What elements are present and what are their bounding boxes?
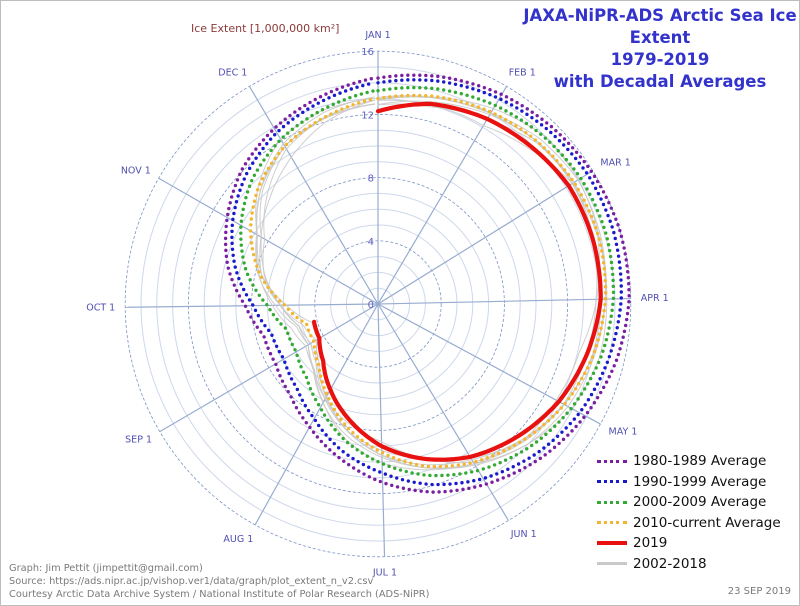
month-label: JUL 1	[372, 568, 397, 579]
month-labels: JAN 1 FEB 1 MAR 1 APR 1 MAY 1 JUN 1 JUL 1 AUG 1…	[86, 30, 668, 579]
spoke-feb-1	[377, 86, 508, 305]
spoke-may-1	[377, 303, 601, 425]
series-line-2002-2018-year	[255, 95, 608, 471]
legend: 1980-1989 Average 1990-1999 Average 2000-2…	[597, 451, 797, 574]
series-2010-current-average	[248, 93, 608, 469]
title-line-1: JAXA-NiPR-ADS Arctic Sea Ice Extent	[523, 6, 797, 47]
legend-label: 2002-2018	[633, 555, 707, 572]
legend-item: 2000-2009 Average	[597, 492, 797, 513]
month-label: OCT 1	[86, 302, 115, 313]
radial-axis-title: Ice Extent [1,000,000 km²]	[191, 22, 340, 35]
legend-label: 1980-1989 Average	[633, 453, 767, 470]
legend-item: 2002-2018	[597, 554, 797, 575]
legend-item: 1990-1999 Average	[597, 472, 797, 493]
series-line-2002-2018-year	[255, 95, 607, 469]
month-label: DEC 1	[218, 68, 247, 79]
credit-source: Source: https://ads.nipr.ac.jp/vishop.ve…	[9, 576, 374, 587]
legend-swatch	[597, 521, 627, 525]
chart-title: JAXA-NiPR-ADS Arctic Sea Ice Extent 1979…	[521, 5, 799, 93]
spoke-apr-1	[377, 297, 631, 305]
month-label: SEP 1	[125, 435, 152, 446]
series-line	[230, 78, 623, 487]
spoke-dec-1	[248, 86, 379, 305]
date-stamp: 23 SEP 2019	[727, 586, 791, 597]
credit-author: Graph: Jim Pettit (jimpettit@gmail.com)	[9, 563, 203, 574]
radial-tick-labels: 0 4 8 12 16	[361, 47, 374, 311]
major-ring	[124, 50, 632, 558]
month-label: AUG 1	[223, 534, 253, 545]
legend-label: 2010-current Average	[633, 514, 781, 531]
series-1990-1999-average	[230, 78, 623, 487]
radial-tick-label: 8	[368, 174, 374, 185]
radial-tick-label: 16	[361, 47, 374, 58]
series-line	[248, 93, 608, 469]
legend-item: 2019	[597, 533, 797, 554]
legend-swatch	[597, 459, 627, 463]
legend-swatch	[597, 480, 627, 484]
title-line-2: 1979-2019	[610, 50, 710, 69]
major-ring	[187, 113, 569, 495]
legend-swatch	[597, 500, 627, 504]
radial-tick-label: 4	[368, 237, 374, 248]
month-label: JUN 1	[510, 529, 537, 540]
spoke-nov-1	[158, 177, 379, 305]
spoke-jul-1	[377, 303, 386, 557]
series-line-2002-2018-year	[256, 96, 607, 469]
series-2019	[312, 101, 603, 462]
spoke-sep-1	[159, 303, 379, 433]
series-line	[223, 73, 631, 494]
title-line-3: with Decadal Averages	[553, 72, 767, 91]
radial-tick-label: 0	[368, 300, 374, 311]
radial-tick-label: 12	[361, 110, 374, 121]
series-2002-2018	[255, 95, 608, 471]
series-line-2019	[312, 101, 603, 462]
spoke-mar-1	[377, 170, 594, 305]
month-label: MAY 1	[609, 427, 638, 438]
month-label: MAR 1	[600, 157, 630, 168]
series-layer	[223, 73, 631, 494]
legend-swatch	[597, 562, 627, 566]
month-label: APR 1	[641, 293, 669, 304]
legend-label: 1990-1999 Average	[633, 473, 767, 490]
series-line-2002-2018-year	[262, 103, 598, 461]
credits: Graph: Jim Pettit (jimpettit@gmail.com) …	[9, 562, 429, 601]
legend-label: 2000-2009 Average	[633, 494, 767, 511]
month-label: JAN 1	[364, 30, 390, 41]
legend-item: 2010-current Average	[597, 513, 797, 534]
series-1980-1989-average	[223, 73, 631, 494]
legend-label: 2019	[633, 535, 668, 552]
series-2000-2009-average	[239, 85, 616, 478]
credit-courtesy: Courtesy Arctic Data Archive System / Na…	[9, 589, 430, 600]
angular-gridlines	[125, 51, 631, 557]
spoke-aug-1	[254, 303, 379, 526]
series-line	[239, 85, 616, 478]
month-label: FEB 1	[509, 68, 536, 79]
month-label: NOV 1	[121, 165, 151, 176]
legend-swatch	[597, 541, 627, 546]
series-line-2002-2018-year	[259, 99, 600, 464]
legend-item: 1980-1989 Average	[597, 451, 797, 472]
